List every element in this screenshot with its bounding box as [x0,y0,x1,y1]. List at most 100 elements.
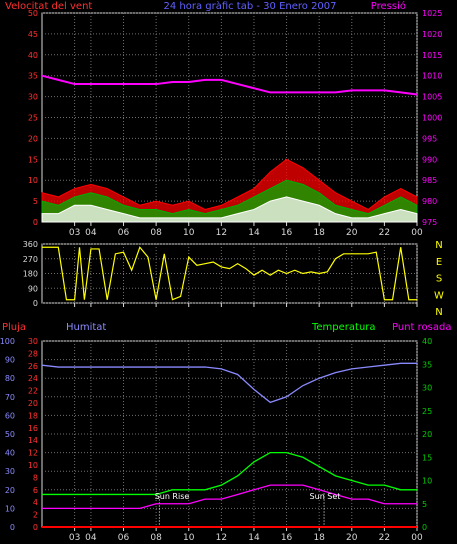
x-tick-label: 22 [379,533,390,543]
temperature-tick-label: 25 [422,407,432,416]
x-tick-label: 12 [216,533,227,543]
rain-tick-label: 8 [33,473,38,482]
humidity-line [41,362,417,404]
compass-label: S [436,274,442,285]
x-tick-label: 08 [150,533,162,543]
x-tick-label: 18 [313,533,325,543]
humidity-tick-label: 50 [5,430,15,439]
temperature-tick-label: 20 [422,430,432,439]
x-tick-label: 03 [69,533,80,543]
y-tick-label: 1000 [422,114,442,123]
x-tick-label: 04 [85,533,97,543]
x-tick-label: 08 [150,228,162,238]
humidity-tick-label: 90 [5,356,15,365]
y-tick-label: 30 [28,93,38,102]
compass-label: W [434,290,444,301]
y-tick-label: 25 [28,114,38,123]
rain-tick-label: 10 [28,461,38,470]
y-tick-label: 0 [33,299,38,308]
rain-tick-label: 0 [33,523,38,532]
temperature-tick-label: 30 [422,384,432,393]
y-tick-label: 995 [422,134,437,143]
rain-tick-label: 6 [33,486,38,495]
x-tick-label: 06 [118,228,130,238]
chart-title: 24 hora gràfic tab - 30 Enero 2007 [163,0,336,12]
x-tick-label: 10 [183,533,195,543]
x-tick-label: 00 [411,228,423,238]
x-tick-label: 00 [411,533,423,543]
x-tick-label: 20 [346,533,358,543]
temperature-line [42,451,417,496]
humidity-tick-label: 20 [5,486,15,495]
y-tick-label: 10 [28,176,38,185]
pressure-label: Pressió [371,0,406,12]
temperature-tick-label: 35 [422,360,432,369]
humidity-legend: Humitat [66,322,106,333]
x-tick-label: 04 [85,228,97,238]
y-tick-label: 35 [28,72,38,81]
humidity-tick-label: 60 [5,411,15,420]
y-tick-label: 45 [28,30,38,39]
y-tick-label: 1015 [422,51,442,60]
y-tick-label: 985 [422,176,437,185]
x-tick-label: 20 [346,228,358,238]
rain-tick-label: 28 [28,349,38,358]
x-tick-label: 16 [281,533,293,543]
rain-tick-label: 12 [28,449,38,458]
y-tick-label: 5 [33,197,38,206]
temperature-tick-label: 0 [422,523,427,532]
x-tick-label: 22 [379,228,390,238]
humidity-tick-label: 80 [5,374,15,383]
x-tick-label: 12 [216,228,227,238]
y-tick-label: 15 [28,155,38,164]
y-tick-label: 975 [422,218,437,227]
y-tick-label: 50 [28,9,38,18]
pressure-line [41,74,418,96]
y-tick-label: 40 [28,51,38,60]
x-tick-label: 18 [313,228,325,238]
x-tick-label: 03 [69,228,80,238]
sun-set-label: Sun Set [310,492,341,501]
dewpoint-legend: Punt rosada [392,322,451,333]
wind-pressure-panel: 0510152025303540455097598098599099510001… [28,9,443,238]
rain-tick-label: 24 [28,374,38,383]
temperature-humidity-panel: 0102030405060708090100024681012141618202… [0,337,432,543]
compass-label: N [435,307,442,318]
x-tick-label: 14 [248,228,260,238]
rain-legend: Pluja [2,322,26,333]
humidity-tick-label: 10 [5,504,15,513]
rain-tick-label: 26 [28,362,38,371]
wind-base-area [41,196,418,223]
humidity-tick-label: 40 [5,449,15,458]
compass-label: N [435,240,442,251]
temperature-tick-label: 5 [422,500,427,509]
rain-tick-label: 30 [28,337,38,346]
temperature-tick-label: 40 [422,337,432,346]
rain-tick-label: 14 [28,436,38,445]
humidity-tick-label: 100 [0,337,15,346]
y-tick-label: 90 [28,284,38,293]
y-tick-label: 1005 [422,93,442,102]
y-tick-label: 980 [422,197,437,206]
y-tick-label: 1010 [422,72,442,81]
humidity-tick-label: 30 [5,467,15,476]
y-tick-label: 20 [28,134,38,143]
sun-rise-label: Sun Rise [155,492,190,501]
rain-tick-label: 2 [33,511,38,520]
dewpoint-line [42,484,417,510]
x-tick-label: 16 [281,228,293,238]
y-tick-label: 270 [23,255,38,264]
humidity-tick-label: 0 [10,523,15,532]
y-tick-label: 0 [33,218,38,227]
temperature-tick-label: 10 [422,477,432,486]
x-tick-label: 14 [248,533,260,543]
x-tick-label: 06 [118,533,130,543]
y-tick-label: 1020 [422,30,442,39]
wind-direction-line [42,246,417,301]
y-tick-label: 1025 [422,9,442,18]
humidity-tick-label: 70 [5,393,15,402]
rain-tick-label: 4 [33,498,38,507]
temperature-tick-label: 15 [422,453,432,462]
